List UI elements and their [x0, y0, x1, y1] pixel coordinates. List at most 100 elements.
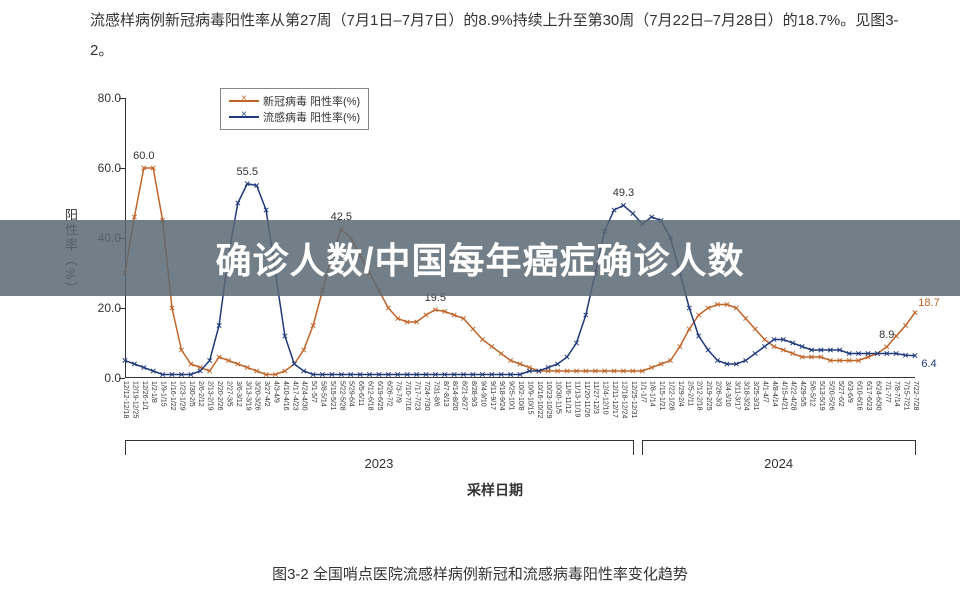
- x-tick: 4/17-4/23: [291, 381, 298, 441]
- x-tick: 11/27-12/3: [592, 381, 599, 441]
- y-tick: 20.0: [87, 301, 121, 315]
- x-tick: 4/29-5/5: [799, 381, 806, 441]
- data-annotation: 18.7: [918, 297, 939, 309]
- data-annotation: 8.9: [879, 329, 894, 341]
- x-tick: 4/10-4/16: [282, 381, 289, 441]
- x-tick: 3/4-3/10: [724, 381, 731, 441]
- legend-item-flu: 流感病毒 阳性率(%): [229, 109, 360, 125]
- x-tick: 7/15-7/21: [903, 381, 910, 441]
- x-tick: 6/26-7/2: [385, 381, 392, 441]
- x-tick: 7/31-8/6: [432, 381, 439, 441]
- x-tick: 1/1-1/7: [639, 381, 646, 441]
- x-tick: 2/27-3/5: [225, 381, 232, 441]
- x-tick: 5/6-5/12: [809, 381, 816, 441]
- x-tick: 5/22-5/28: [338, 381, 345, 441]
- x-tick: 1/15-1/21: [658, 381, 665, 441]
- x-tick: 11/13-11/19: [573, 381, 580, 441]
- x-tick: 5/8-5/14: [320, 381, 327, 441]
- x-tick: 5/1-5/7: [310, 381, 317, 441]
- x-tick: 3/20-3/26: [254, 381, 261, 441]
- x-tick: 12/12-12/18: [122, 381, 129, 441]
- x-tick: 3/6-3/12: [235, 381, 242, 441]
- x-tick: 9/18-9/24: [498, 381, 505, 441]
- x-tick: 5/13-5/19: [818, 381, 825, 441]
- legend-label: 新冠病毒 阳性率(%): [263, 93, 360, 109]
- data-annotation: 6.4: [921, 358, 936, 370]
- x-tick: 8/21-8/27: [461, 381, 468, 441]
- year-label: 2024: [764, 456, 793, 471]
- overlay-watermark: 确诊人数/中国每年癌症确诊人数: [0, 220, 960, 296]
- legend-item-covid: 新冠病毒 阳性率(%): [229, 93, 360, 109]
- x-tick: 2/20-2/26: [216, 381, 223, 441]
- x-tick: 9/25-10/1: [508, 381, 515, 441]
- x-tick: 1/2-1/8: [150, 381, 157, 441]
- x-tick: 3/13-3/19: [244, 381, 251, 441]
- x-tick: 2/12-2/18: [696, 381, 703, 441]
- year-label: 2023: [364, 456, 393, 471]
- x-tick: 7/22-7/28: [912, 381, 919, 441]
- x-tick: 3/27-4/2: [263, 381, 270, 441]
- y-tick: 80.0: [87, 91, 121, 105]
- x-tick: 4/22-4/28: [790, 381, 797, 441]
- x-tick: 12/18-12/24: [620, 381, 627, 441]
- x-tick: 1/23-1/29: [178, 381, 185, 441]
- x-tick: 2/26-3/3: [715, 381, 722, 441]
- data-annotation: 55.5: [237, 166, 258, 178]
- x-tick: 5/20-5/26: [827, 381, 834, 441]
- x-tick: 6/5-6/11: [357, 381, 364, 441]
- x-tick: 11/6-11/12: [564, 381, 571, 441]
- x-tick: 10/16-10/22: [536, 381, 543, 441]
- x-tick: 6/17-6/23: [865, 381, 872, 441]
- x-tick: 12/19-12/25: [131, 381, 138, 441]
- x-tick: 6/24-6/30: [874, 381, 881, 441]
- x-tick: 1/16-1/22: [169, 381, 176, 441]
- x-tick: 12/26-1/1: [141, 381, 148, 441]
- x-tick: 4/24-4/30: [301, 381, 308, 441]
- x-tick: 7/3-7/9: [395, 381, 402, 441]
- x-tick: 3/18-3/24: [743, 381, 750, 441]
- x-tick: 4/15-4/21: [780, 381, 787, 441]
- legend: 新冠病毒 阳性率(%) 流感病毒 阳性率(%): [220, 88, 369, 130]
- x-tick: 6/12-6/18: [367, 381, 374, 441]
- x-tick: 12/11-12/17: [611, 381, 618, 441]
- x-tick: 10/2-10/8: [517, 381, 524, 441]
- x-tick: 1/29-2/4: [677, 381, 684, 441]
- x-tick: 9/11-9/17: [489, 381, 496, 441]
- x-tick: 10/23-10/29: [545, 381, 552, 441]
- legend-label: 流感病毒 阳性率(%): [263, 109, 360, 125]
- x-tick: 1/8-1/14: [649, 381, 656, 441]
- x-tick: 2/13-2/19: [207, 381, 214, 441]
- x-tick: 3/11-3/17: [733, 381, 740, 441]
- x-tick: 1/9-1/15: [160, 381, 167, 441]
- x-axis-label: 采样日期: [467, 480, 523, 500]
- x-tick: 5/15-5/21: [329, 381, 336, 441]
- x-tick: 6/3-6/9: [846, 381, 853, 441]
- x-tick: 9/4-9/10: [479, 381, 486, 441]
- x-tick: 5/27-6/2: [837, 381, 844, 441]
- x-tick: 2/5-2/11: [686, 381, 693, 441]
- x-tick: 7/1-7/7: [884, 381, 891, 441]
- x-tick: 4/3-4/9: [272, 381, 279, 441]
- x-tick: 3/25-3/31: [752, 381, 759, 441]
- x-tick: 8/28-9/3: [470, 381, 477, 441]
- x-tick: 4/1-4/7: [762, 381, 769, 441]
- data-annotation: 49.3: [613, 187, 634, 199]
- x-tick: 7/8-7/14: [893, 381, 900, 441]
- figure-caption: 图3-2 全国哨点医院流感样病例新冠和流感病毒阳性率变化趋势: [0, 563, 960, 584]
- x-tick: 1/22-1/28: [667, 381, 674, 441]
- x-tick: 6/10-6/16: [856, 381, 863, 441]
- x-tick: 2/6-2/12: [197, 381, 204, 441]
- x-tick: 10/9-10/15: [526, 381, 533, 441]
- y-tick: 0.0: [87, 371, 121, 385]
- x-tick: 4/8-4/14: [771, 381, 778, 441]
- x-tick: 1/30-2/5: [188, 381, 195, 441]
- x-tick: 12/4-12/10: [602, 381, 609, 441]
- x-tick: 7/24-7/30: [423, 381, 430, 441]
- x-tick: 8/7-8/13: [442, 381, 449, 441]
- data-annotation: 60.0: [133, 150, 154, 162]
- x-tick: 12/25-12/31: [630, 381, 637, 441]
- x-tick: 6/19-6/25: [376, 381, 383, 441]
- x-tick: 8/14-8/20: [451, 381, 458, 441]
- x-tick: 2/19-2/25: [705, 381, 712, 441]
- y-tick: 60.0: [87, 161, 121, 175]
